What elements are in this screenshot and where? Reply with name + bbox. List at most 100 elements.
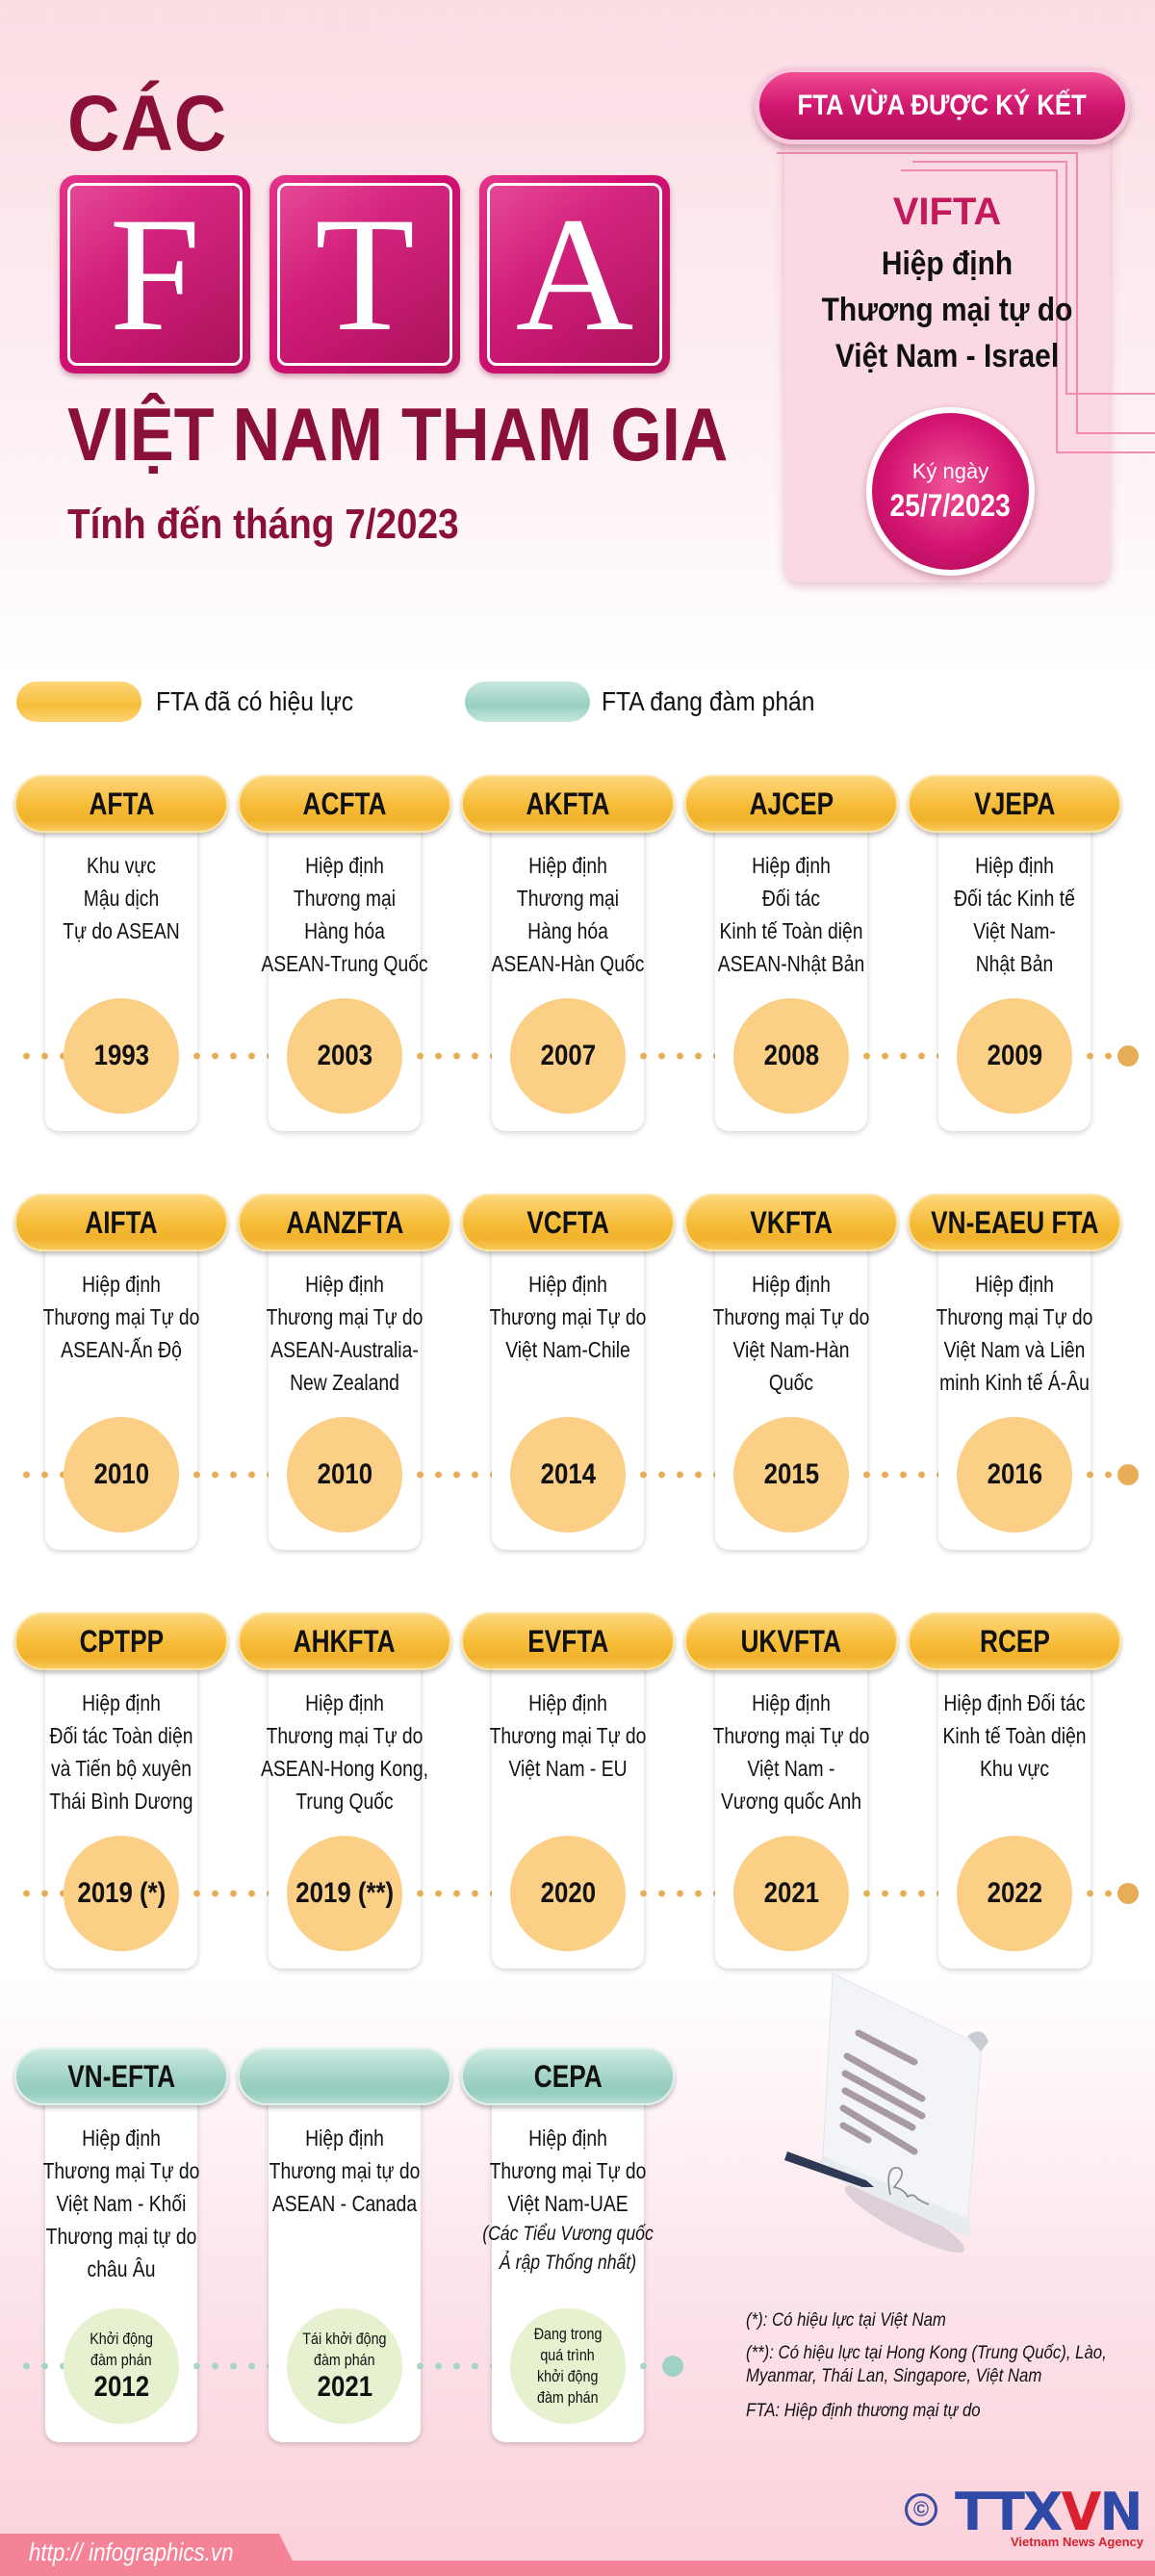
fta-description-line: minh Kinh tế Á-Âu bbox=[939, 1370, 1090, 1395]
fta-description-line: Nhật Bản bbox=[975, 951, 1054, 976]
effective-year: 2022 bbox=[987, 1877, 1042, 1909]
timeline-dots bbox=[634, 2362, 654, 2370]
effective-year: 2007 bbox=[540, 1040, 596, 1071]
fta-description-line: Hiệp định bbox=[528, 1272, 607, 1297]
fta-code-pill: AHKFTA bbox=[238, 1612, 451, 1670]
fta-code-pill: VN-EFTA bbox=[14, 2048, 228, 2105]
fta-description-line: Thương mại Tự do bbox=[42, 2158, 200, 2183]
effective-year: 2010 bbox=[93, 1458, 149, 1490]
fta-code: AFTA bbox=[88, 786, 155, 821]
fta-description-line: Thương mại Tự do bbox=[489, 2158, 647, 2183]
fta-description: Hiệp định Thương mại Tự do Việt Nam-Chile bbox=[462, 1268, 674, 1366]
fta-code: AKFTA bbox=[526, 786, 610, 821]
fta-description-note: (Các Tiểu Vương quốc bbox=[482, 2223, 654, 2245]
fta-description-line: Thương mại Tự do bbox=[42, 1304, 200, 1329]
fta-description: Hiệp định Thương mại Tự do Việt Nam - Vương… bbox=[685, 1687, 897, 1817]
fta-description-line: Việt Nam-Chile bbox=[505, 1337, 630, 1362]
fta-code-pill: AJCEP bbox=[684, 775, 898, 833]
footnote-single-asterisk: (*): Có hiệu lực tại Việt Nam bbox=[746, 2309, 946, 2331]
year-badge: 2007 bbox=[510, 998, 626, 1114]
fta-description-line: châu Âu bbox=[87, 2256, 156, 2281]
fta-description-line: Khu vực bbox=[86, 853, 157, 878]
year-badge: 2020 bbox=[510, 1836, 626, 1951]
fta-description: Hiệp định Thương mại Tự do ASEAN-Hong Kong… bbox=[239, 1687, 450, 1817]
fta-code-pill: VCFTA bbox=[461, 1194, 675, 1251]
timeline-dots bbox=[1081, 1890, 1116, 1897]
fta-description-line: Thương mại tự do bbox=[269, 2158, 421, 2183]
fta-description-line: Hiệp định bbox=[528, 1690, 607, 1715]
year-badge: 2019 (*) bbox=[64, 1836, 179, 1951]
timeline-dots bbox=[17, 1471, 67, 1479]
fta-description-line: Việt Nam - EU bbox=[508, 1756, 628, 1781]
year-badge: 1993 bbox=[64, 998, 179, 1114]
legend-swatch-negotiating bbox=[465, 682, 590, 722]
fta-description: Hiệp định Thương mại Tự do Việt Nam - EU bbox=[462, 1687, 674, 1785]
footnote-fta-definition: FTA: Hiệp định thương mại tự do bbox=[746, 2400, 981, 2421]
timeline-dots bbox=[1081, 1471, 1116, 1479]
legend-label-in-effect: FTA đã có hiệu lực bbox=[156, 686, 354, 716]
fta-description: Hiệp định Đối tác Kinh tế Toàn diện ASEAN-N… bbox=[685, 849, 897, 980]
fta-description-line: Thương mại Tự do bbox=[489, 1723, 647, 1748]
fta-description-line: Hiệp định bbox=[975, 1272, 1054, 1297]
fta-description-line: Thương mại Tự do bbox=[712, 1304, 870, 1329]
timeline-dots bbox=[188, 1890, 301, 1897]
fta-description-line: ASEAN-Hong Kong, bbox=[261, 1756, 428, 1781]
legend-label-negotiating: FTA đang đàm phán bbox=[602, 686, 815, 716]
fta-description-line: Trung Quốc bbox=[295, 1789, 394, 1814]
timeline-dots bbox=[17, 1052, 67, 1060]
negotiation-status-badge: Tái khởi động đàm phán 2021 bbox=[287, 2308, 402, 2424]
copyright-icon: © bbox=[905, 2493, 937, 2526]
year-badge: 2010 bbox=[64, 1417, 179, 1533]
fta-description-line: Việt Nam-UAE bbox=[507, 2191, 629, 2216]
timeline-dots bbox=[634, 1890, 748, 1897]
year-badge: 2010 bbox=[287, 1417, 402, 1533]
timeline-dots bbox=[17, 1890, 67, 1897]
fta-code: VN-EFTA bbox=[67, 2058, 175, 2094]
fta-code: UKVFTA bbox=[740, 1623, 842, 1659]
effective-year: 2020 bbox=[540, 1877, 596, 1909]
fta-description-line: Hiệp định bbox=[305, 853, 384, 878]
letter-a: A bbox=[487, 183, 662, 366]
negotiation-status-line: khởi động bbox=[537, 2367, 599, 2385]
fta-description-line: ASEAN-Hàn Quốc bbox=[491, 951, 645, 976]
fta-code-pill: AKFTA bbox=[461, 775, 675, 833]
signing-date-value: 25/7/2023 bbox=[889, 488, 1012, 523]
fta-description: Hiệp định Đối tác Kinh tế Việt Nam- Nhật Bả… bbox=[909, 849, 1120, 980]
new-fta-badge-label: FTA VỪA ĐƯỢC KÝ KẾT bbox=[797, 90, 1088, 121]
negotiation-year: 2012 bbox=[93, 2371, 149, 2403]
letter-tile-a: A bbox=[479, 175, 670, 374]
fta-description-line: Thương mại bbox=[293, 886, 397, 911]
fta-code: RCEP bbox=[979, 1623, 1050, 1659]
decor-line bbox=[901, 169, 1057, 171]
fta-code-pill: VJEPA bbox=[908, 775, 1121, 833]
fta-description-line: Quốc bbox=[768, 1370, 814, 1395]
fta-description-line: Kinh tế Toàn diện bbox=[719, 918, 863, 943]
fta-description-line: ASEAN-Nhật Bản bbox=[717, 951, 865, 976]
letter-tile-f: F bbox=[60, 175, 250, 374]
fta-description-line: Hiệp định bbox=[752, 1690, 831, 1715]
decor-line bbox=[1056, 451, 1155, 453]
timeline-dots bbox=[634, 1052, 748, 1060]
fta-code: AHKFTA bbox=[294, 1623, 396, 1659]
negotiation-status-line: đàm phán bbox=[90, 2351, 152, 2369]
timeline-end-dot bbox=[1117, 1883, 1139, 1904]
fta-code-pill: AIFTA bbox=[14, 1194, 228, 1251]
decor-line bbox=[1076, 152, 1078, 433]
negotiation-status-line: Đang trong bbox=[533, 2325, 603, 2343]
fta-description-line: Đối tác Toàn diện bbox=[49, 1723, 193, 1748]
contract-icon bbox=[780, 1954, 1030, 2254]
letter-f: F bbox=[67, 183, 243, 366]
footer-url-tab bbox=[0, 2534, 300, 2576]
decor-line bbox=[912, 161, 1066, 163]
fta-description: Hiệp định Đối tác Toàn diện và Tiến bộ xuy… bbox=[15, 1687, 227, 1817]
timeline-dots bbox=[858, 1052, 971, 1060]
footer-url-link[interactable]: http:// infographics.vn bbox=[29, 2537, 234, 2566]
fta-description-line: Việt Nam-Hàn bbox=[732, 1337, 850, 1362]
fta-code-pill: RCEP bbox=[908, 1612, 1121, 1670]
fta-description-line: Việt Nam - bbox=[747, 1756, 835, 1781]
fta-description-note: Ả rập Thống nhất) bbox=[499, 2252, 637, 2274]
letter-t: T bbox=[277, 183, 452, 366]
fta-description: Hiệp định Thương mại Tự do Việt Nam và Liê… bbox=[909, 1268, 1120, 1399]
fta-description-line: Tự do ASEAN bbox=[63, 918, 180, 943]
fta-description: Hiệp định Thương mại Hàng hóa ASEAN-Hàn Quố… bbox=[462, 849, 674, 980]
